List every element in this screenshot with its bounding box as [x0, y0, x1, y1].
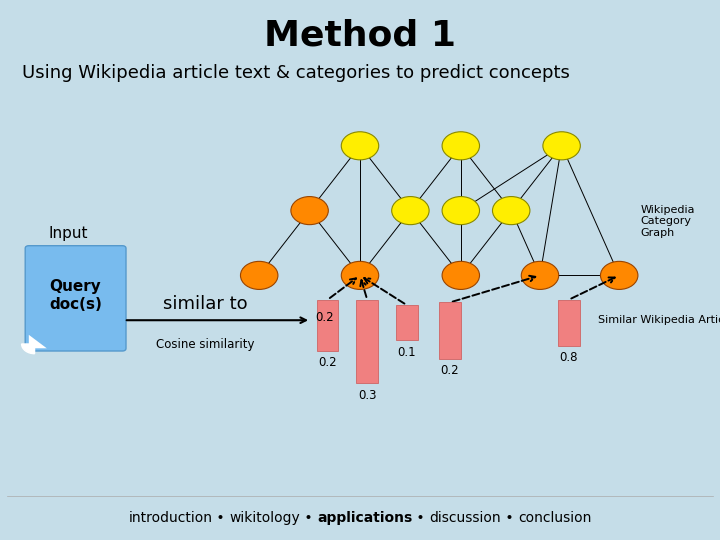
Circle shape [341, 261, 379, 289]
Circle shape [240, 261, 278, 289]
Text: •: • [413, 511, 430, 525]
Text: •: • [300, 511, 318, 525]
Circle shape [543, 132, 580, 160]
Text: Wikipedia
Category
Graph: Wikipedia Category Graph [641, 205, 696, 238]
Bar [439, 302, 461, 359]
Polygon shape [29, 335, 47, 348]
Circle shape [442, 261, 480, 289]
Text: •: • [212, 511, 230, 525]
Text: introduction: introduction [128, 511, 212, 525]
Text: 0.2: 0.2 [315, 311, 334, 324]
Text: 0.8: 0.8 [559, 351, 578, 364]
Text: 0.2: 0.2 [441, 364, 459, 377]
Text: 0.1: 0.1 [397, 346, 416, 359]
Circle shape [291, 197, 328, 225]
Circle shape [442, 197, 480, 225]
Bar [317, 300, 338, 351]
Text: Input: Input [49, 226, 88, 241]
Circle shape [392, 197, 429, 225]
Circle shape [600, 261, 638, 289]
Circle shape [492, 197, 530, 225]
Circle shape [442, 132, 480, 160]
Text: conclusion: conclusion [518, 511, 592, 525]
Text: Using Wikipedia article text & categories to predict concepts: Using Wikipedia article text & categorie… [22, 64, 570, 82]
Wedge shape [22, 344, 35, 354]
Text: Similar Wikipedia Articles: Similar Wikipedia Articles [598, 315, 720, 325]
Text: wikitology: wikitology [230, 511, 300, 525]
Circle shape [521, 261, 559, 289]
Text: similar to: similar to [163, 295, 248, 313]
Text: applications: applications [318, 511, 413, 525]
Text: 0.2: 0.2 [318, 356, 337, 369]
Text: 0.3: 0.3 [358, 389, 377, 402]
Bar [356, 300, 378, 383]
Text: •: • [501, 511, 518, 525]
Text: Cosine similarity: Cosine similarity [156, 338, 254, 351]
Text: discussion: discussion [430, 511, 501, 525]
Bar [558, 300, 580, 346]
Bar [396, 305, 418, 340]
Text: Method 1: Method 1 [264, 18, 456, 52]
Text: Query
doc(s): Query doc(s) [49, 280, 102, 312]
Circle shape [341, 132, 379, 160]
FancyBboxPatch shape [25, 246, 126, 351]
